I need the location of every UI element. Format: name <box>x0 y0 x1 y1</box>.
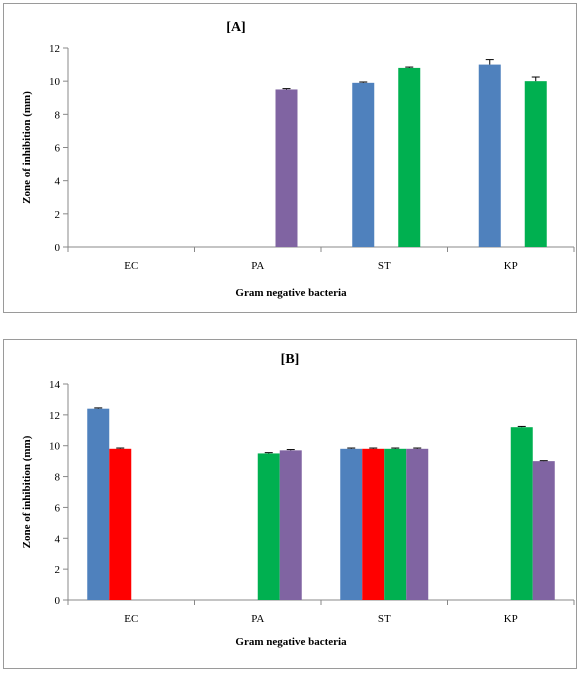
chart-a-bar <box>524 81 547 248</box>
chart-a-x-tick-label: EC <box>124 260 138 272</box>
chart-a-x-tick-label: KP <box>504 260 518 272</box>
chart-b-bar <box>532 461 555 600</box>
chart-a-y-tick-label: 2 <box>55 209 61 221</box>
chart-b-y-tick-label: 6 <box>55 502 61 514</box>
chart-panel-a: [A] 0 2 4 6 8 10 12 EC PA ST KP Gram negative bacter… <box>3 3 577 313</box>
chart-a-bar <box>478 64 501 247</box>
chart-panel-b: [B] 0 2 4 6 8 10 12 14 EC PA ST KP Gram negative bact… <box>3 339 577 669</box>
chart-b-bar <box>384 448 407 600</box>
chart-b-y-axis-title: Zone of inhibition (mm) <box>21 435 33 548</box>
chart-b-bar <box>87 408 110 600</box>
chart-a-y-axis-title: Zone of inhibition (mm) <box>21 91 33 204</box>
chart-b-bar <box>510 427 533 600</box>
chart-a-y-tick-label: 10 <box>49 76 61 88</box>
chart-a-x-axis-title: Gram negative bacteria <box>235 287 347 299</box>
chart-b-bar <box>257 453 280 600</box>
chart-b-bar <box>406 448 429 600</box>
chart-a-y-tick-label: 0 <box>55 242 61 254</box>
chart-b-x-axis-title: Gram negative bacteria <box>235 636 347 648</box>
chart-a-y-tick-label: 6 <box>55 143 61 155</box>
chart-b-x-tick-label: ST <box>378 613 391 625</box>
chart-b-svg: [B] 0 2 4 6 8 10 12 14 EC PA ST KP Gram negative bact… <box>21 352 575 648</box>
chart-b-bar <box>109 448 132 600</box>
chart-a-title: [A] <box>226 20 245 35</box>
chart-b-bar <box>279 450 302 600</box>
chart-a-bar <box>352 82 375 247</box>
chart-b-y-tick-label: 0 <box>55 595 61 607</box>
chart-b-y-tick-label: 2 <box>55 564 61 576</box>
chart-b-x-tick-label: KP <box>504 613 518 625</box>
chart-b-x-tick-label: EC <box>124 613 138 625</box>
chart-a-bar <box>275 89 298 247</box>
chart-b-y-tick-label: 8 <box>55 472 61 484</box>
chart-b-y-tick-label: 4 <box>55 533 61 545</box>
chart-a-x-tick-label: ST <box>378 260 391 272</box>
chart-b-y-tick-label: 10 <box>49 441 61 453</box>
chart-b-bar <box>340 448 363 600</box>
chart-a-bar <box>398 67 421 248</box>
chart-b-title: [B] <box>281 352 300 367</box>
chart-b-y-tick-label: 12 <box>49 410 60 422</box>
chart-b-y-tick-label: 14 <box>49 379 61 391</box>
chart-a-x-tick-label: PA <box>251 260 264 272</box>
chart-a-y-tick-label: 8 <box>55 109 61 121</box>
chart-a-svg: [A] 0 2 4 6 8 10 12 EC PA ST KP Gram negative bacter… <box>21 20 575 299</box>
chart-a-y-tick-label: 4 <box>55 176 61 188</box>
chart-b-bar <box>362 448 385 600</box>
chart-b-x-tick-label: PA <box>251 613 264 625</box>
chart-a-y-tick-label: 12 <box>49 43 60 55</box>
